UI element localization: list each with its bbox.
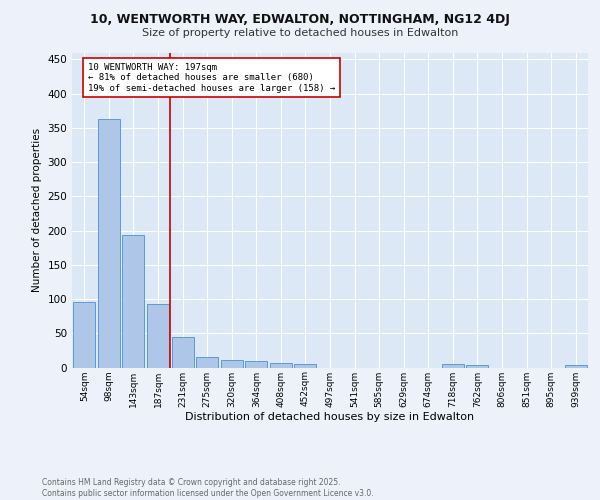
Y-axis label: Number of detached properties: Number of detached properties — [32, 128, 42, 292]
Bar — [466, 365, 488, 368]
Bar — [245, 360, 268, 368]
Bar — [98, 119, 120, 368]
Text: 10, WENTWORTH WAY, EDWALTON, NOTTINGHAM, NG12 4DJ: 10, WENTWORTH WAY, EDWALTON, NOTTINGHAM,… — [90, 12, 510, 26]
Text: Size of property relative to detached houses in Edwalton: Size of property relative to detached ho… — [142, 28, 458, 38]
Bar — [295, 364, 316, 368]
Bar — [172, 336, 194, 368]
Bar — [565, 365, 587, 368]
X-axis label: Distribution of detached houses by size in Edwalton: Distribution of detached houses by size … — [185, 412, 475, 422]
Text: Contains HM Land Registry data © Crown copyright and database right 2025.
Contai: Contains HM Land Registry data © Crown c… — [42, 478, 374, 498]
Bar — [442, 364, 464, 368]
Bar — [122, 234, 145, 368]
Bar — [196, 357, 218, 368]
Text: 10 WENTWORTH WAY: 197sqm
← 81% of detached houses are smaller (680)
19% of semi-: 10 WENTWORTH WAY: 197sqm ← 81% of detach… — [88, 63, 335, 92]
Bar — [270, 364, 292, 368]
Bar — [73, 302, 95, 368]
Bar — [221, 360, 243, 368]
Bar — [147, 304, 169, 368]
